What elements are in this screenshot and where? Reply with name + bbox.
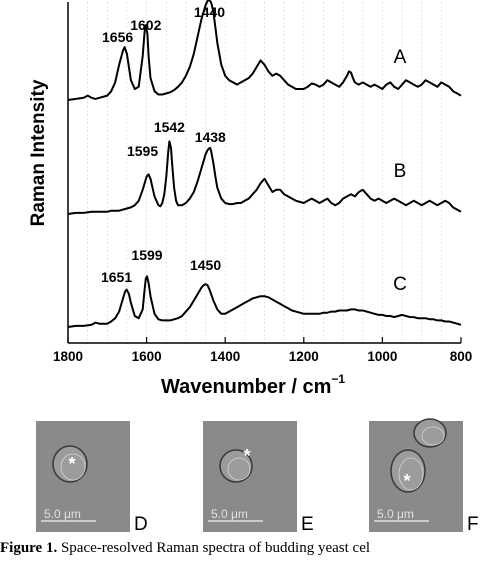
peak-label: 1656 (102, 29, 133, 45)
figure-caption: Figure 1. Space-resolved Raman spectra o… (0, 540, 500, 563)
panel-letter: E (301, 514, 314, 535)
series-label-c: C (393, 274, 407, 295)
peak-label: 1542 (154, 119, 185, 135)
x-ticks: 1800 1600 1400 1200 1000 800 (53, 337, 472, 364)
micrograph-panels: * 5.0 μm D * 5.0 μm E * 5.0 μm F (36, 418, 479, 535)
measurement-marker: * (403, 471, 410, 491)
scale-label: 5.0 μm (211, 507, 248, 521)
cell-highlight (398, 457, 424, 491)
cell-outline (219, 449, 253, 483)
peak-label: 1450 (190, 257, 221, 273)
x-tick-label: 1200 (289, 349, 319, 364)
micrograph-panel-d: * 5.0 μm D (36, 421, 148, 535)
measurement-marker: * (68, 454, 75, 474)
x-tick-label: 1800 (53, 349, 83, 364)
micrograph-panel-e: * 5.0 μm E (203, 421, 314, 535)
cell-outline (390, 449, 426, 493)
peak-label: 1440 (194, 4, 225, 20)
cell-highlight (227, 457, 251, 481)
measurement-marker: * (243, 446, 250, 466)
spectra (67, 0, 462, 328)
caption-label: Figure 1. (0, 540, 58, 556)
x-axis-title: Wavenumber / cm−1 (161, 372, 345, 398)
panel-letter: D (134, 514, 148, 535)
spectrum-a (67, 0, 462, 101)
chart-grid (87, 2, 442, 343)
cell-outline (413, 418, 447, 448)
scale-label: 5.0 μm (44, 507, 81, 521)
x-tick-label: 1600 (132, 349, 162, 364)
y-axis-title: Raman Intensity (28, 79, 49, 226)
micrograph-panel-f: * 5.0 μm F (369, 418, 479, 535)
cell-highlight (421, 426, 445, 446)
x-tick-label: 1000 (367, 349, 397, 364)
peak-label: 1599 (131, 247, 162, 263)
peak-label: 1438 (195, 129, 226, 145)
x-tick-label: 800 (450, 349, 473, 364)
peak-label: 1602 (130, 17, 161, 33)
spectrum-c (67, 275, 462, 328)
series-label-b: B (394, 161, 407, 182)
micrograph-image (203, 421, 297, 532)
peak-label: 1595 (127, 143, 158, 159)
scale-label: 5.0 μm (377, 507, 414, 521)
panel-letter: F (467, 514, 479, 535)
spectrum-b (67, 140, 462, 215)
cell-highlight (60, 453, 86, 481)
peak-label: 1651 (101, 269, 132, 285)
x-tick-label: 1400 (210, 349, 240, 364)
caption-text: Space-resolved Raman spectra of budding … (60, 540, 371, 556)
series-label-a: A (394, 47, 407, 68)
